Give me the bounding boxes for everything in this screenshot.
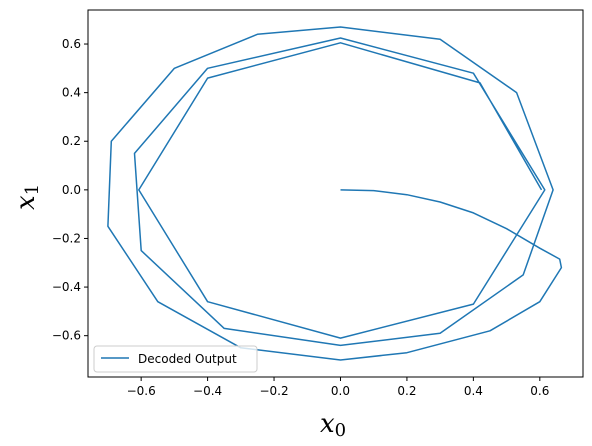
y-axis-label: x1 bbox=[11, 184, 43, 210]
series-decoded-output bbox=[107, 26, 563, 361]
series-line-decoded-output bbox=[107, 26, 563, 361]
x-tick-label: −0.2 bbox=[259, 384, 288, 398]
x-tick-label: −0.6 bbox=[127, 384, 156, 398]
y-axis-ticks: −0.6 −0.4 −0.2 0.0 0.2 0.4 0.6 bbox=[52, 37, 88, 343]
x-tick-label: 0.4 bbox=[464, 384, 483, 398]
y-tick-label: 0.6 bbox=[62, 37, 81, 51]
legend: Decoded Output bbox=[93, 345, 258, 373]
legend-box bbox=[93, 345, 258, 373]
y-tick-label: −0.6 bbox=[52, 329, 81, 343]
x-axis-ticks: −0.6 −0.4 −0.2 0.0 0.2 0.4 0.6 bbox=[127, 377, 549, 398]
x-tick-label: 0.2 bbox=[397, 384, 416, 398]
x-tick-label: 0.6 bbox=[530, 384, 549, 398]
y-tick-label: 0.2 bbox=[62, 134, 81, 148]
y-tick-label: −0.4 bbox=[52, 280, 81, 294]
x-tick-label: 0.0 bbox=[331, 384, 350, 398]
y-tick-label: 0.0 bbox=[62, 183, 81, 197]
x-tick-label: −0.4 bbox=[193, 384, 222, 398]
plot-area-frame bbox=[87, 9, 584, 378]
y-tick-label: −0.2 bbox=[52, 231, 81, 245]
x-axis-label: x0 bbox=[320, 409, 346, 441]
legend-label-decoded-output: Decoded Output bbox=[138, 352, 237, 366]
y-tick-label: 0.4 bbox=[62, 86, 81, 100]
